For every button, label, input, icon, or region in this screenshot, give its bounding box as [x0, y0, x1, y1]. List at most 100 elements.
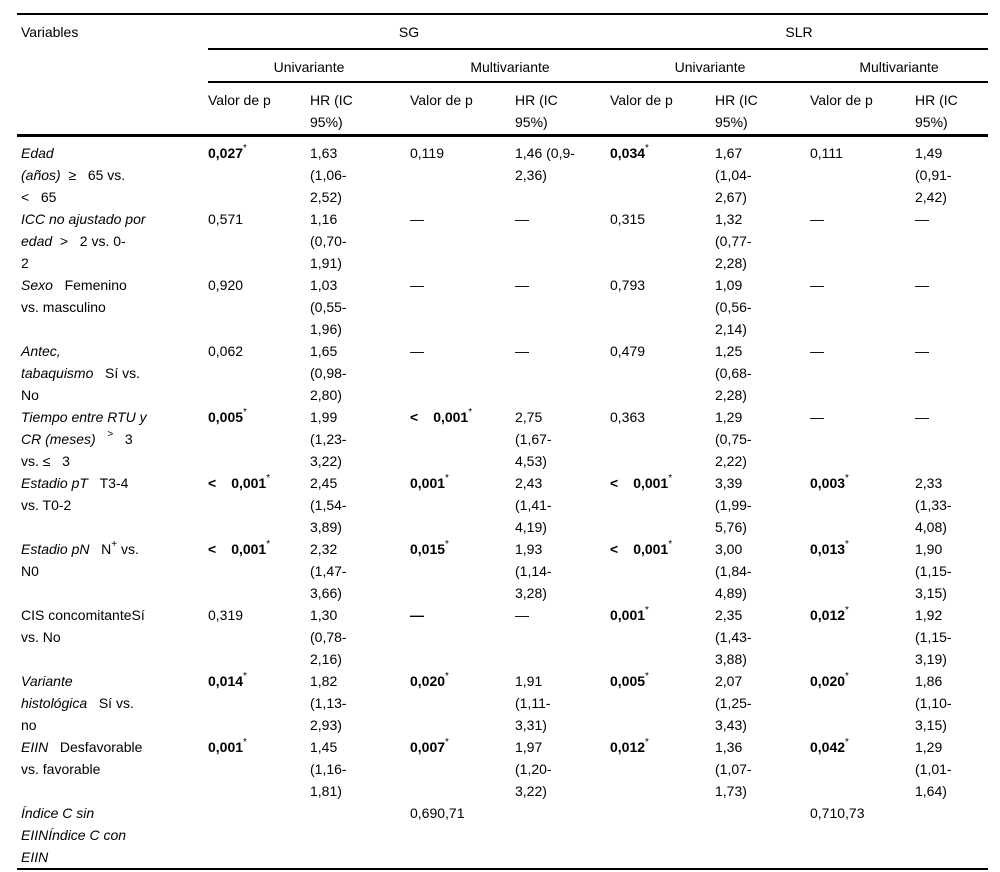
p-value: 0,014: [208, 673, 244, 689]
significance-asterisk: *: [845, 605, 849, 617]
p-value: —: [810, 343, 824, 359]
variable-label-line: histológica Sí vs.: [21, 692, 202, 714]
p-value: 0,793: [610, 277, 646, 293]
variable-label-line: edad > 2 vs. 0-: [21, 230, 202, 252]
label-segment: T3-4: [87, 475, 129, 491]
label-superscript: >: [107, 429, 114, 441]
variable-label-line: ICC no ajustado por: [21, 208, 202, 230]
col-header-p-slr-multi: Valor de p: [810, 92, 873, 108]
label-segment: vs.: [117, 541, 139, 557]
hr-ci-cell: 2,07 (1,25-3,43): [715, 673, 752, 733]
hr-ci-cell: 1,65 (0,98-2,80): [310, 343, 347, 403]
variable-label: Índice C sin EIINÍndice C con EIIN: [17, 802, 208, 868]
p-value: 0,005: [610, 673, 646, 689]
variables-column-header: Variables: [21, 24, 79, 40]
group-underline-row: [17, 48, 988, 50]
label-segment: edad: [21, 233, 53, 249]
hr-ci-cell: 1,29 (1,01-1,64): [915, 739, 952, 799]
variable-label: Tiempo entre RTU y CR (meses) > 3 vs. ≤ 3: [17, 406, 208, 472]
label-segment: Índice C sin: [21, 805, 95, 821]
significance-asterisk: *: [445, 473, 449, 485]
variable-label: ICC no ajustado por edad > 2 vs. 0- 2: [17, 208, 208, 274]
hr-ci-cell: 1,63 (1,06-2,52): [310, 145, 347, 205]
variable-label-line: (años) ≥ 65 vs.: [21, 164, 202, 186]
label-segment: Antec,: [21, 343, 61, 359]
significance-asterisk: *: [243, 407, 247, 419]
p-value: 0,003: [810, 475, 846, 491]
hr-ci-cell: 1,25 (0,68-2,28): [715, 343, 752, 403]
label-segment: tabaquismo: [21, 365, 94, 381]
variable-label-line: Antec,: [21, 340, 202, 362]
label-segment: vs. masculino: [21, 299, 106, 315]
label-segment: vs. No: [21, 629, 61, 645]
p-value: 0,020: [810, 673, 846, 689]
header-body-rule: [17, 134, 988, 137]
p-value-cell: 0,001*: [208, 736, 310, 758]
hr-ci-cell: —: [915, 343, 929, 359]
p-value: 0,020: [410, 673, 446, 689]
p-value: 0,027: [208, 145, 244, 161]
p-value: 0,062: [208, 343, 244, 359]
hr-ci-cell: —: [515, 343, 529, 359]
p-value-cell: 0,710,73: [810, 802, 915, 824]
significance-asterisk: *: [645, 737, 649, 749]
col-header-hr-sg-uni: HR (IC 95%): [310, 92, 353, 130]
hr-ci-cell: 1,97 (1,20-3,22): [515, 739, 552, 799]
variable-label-line: N0: [21, 560, 202, 582]
p-value: —: [810, 409, 824, 425]
variable-label: EIIN Desfavorable vs. favorable: [17, 736, 208, 780]
hr-ci-cell: 2,35 (1,43-3,88): [715, 607, 752, 667]
table-row: CIS concomitanteSí vs. No 0,319 1,30 (0,78-…: [17, 604, 988, 670]
p-value-cell: <0,001*: [610, 472, 715, 494]
p-value: 0,012: [610, 739, 646, 755]
hr-ci-cell: 1,99 (1,23-3,22): [310, 409, 347, 469]
variable-label: Sexo Femenino vs. masculino: [17, 274, 208, 318]
variable-label-line: Estadio pN N+ vs.: [21, 538, 202, 560]
col-header-p-sg-uni: Valor de p: [208, 92, 271, 108]
subheader-sg-univariante: Univariante: [273, 59, 345, 75]
label-segment: ≥ 65 vs.: [60, 167, 126, 183]
p-value-cell: 0,020*: [810, 670, 915, 692]
p-value-cell: 0,013*: [810, 538, 915, 560]
label-segment: Estadio pN: [21, 541, 90, 557]
table-row: EIIN Desfavorable vs. favorable 0,001* 1,45…: [17, 736, 988, 802]
hr-ci-cell: 1,49 (0,91-2,42): [915, 145, 952, 205]
less-than-sign: <: [610, 475, 619, 491]
variable-label-line: CIS concomitanteSí: [21, 604, 202, 626]
label-segment: CIS concomitanteSí: [21, 607, 145, 623]
table-row: Estadio pT T3-4 vs. T0-2 <0,001* 2,45 (1,54…: [17, 472, 988, 538]
label-segment: Desfavorable: [48, 739, 143, 755]
p-value-cell: —: [810, 274, 915, 296]
label-segment: N: [89, 541, 112, 557]
p-value-cell: 0,005*: [610, 670, 715, 692]
p-value: —: [410, 277, 424, 293]
label-segment: Sí vs.: [93, 365, 141, 381]
significance-asterisk: *: [845, 539, 849, 551]
p-value: 0,001: [433, 409, 469, 425]
variable-label-line: vs. No: [21, 626, 202, 648]
p-value: —: [810, 211, 824, 227]
variable-label-line: vs. ≤ 3: [21, 450, 202, 472]
subheader-slr-univariante: Univariante: [674, 59, 746, 75]
variable-label-line: tabaquismo Sí vs.: [21, 362, 202, 384]
less-than-sign: <: [410, 409, 419, 425]
p-value: 0,119: [410, 145, 444, 161]
variable-label-line: EIIN Desfavorable: [21, 736, 202, 758]
subgroup-header-band: Univariante Multivariante Univariante Mu…: [17, 50, 988, 81]
table-row: Edad (años) ≥ 65 vs. < 65 0,027* 1,63 (1,06-…: [17, 142, 988, 208]
variable-label-line: Sexo Femenino: [21, 274, 202, 296]
label-segment: vs. T0-2: [21, 497, 72, 513]
p-value: 0,315: [610, 211, 646, 227]
p-value: 0,479: [610, 343, 646, 359]
p-value-cell: 0,005*: [208, 406, 310, 428]
label-superscript: +: [111, 539, 118, 551]
variable-label: Variante histológica Sí vs. no: [17, 670, 208, 736]
table-bottom-rule: [17, 868, 988, 870]
label-segment: histológica: [21, 695, 88, 711]
hr-ci-cell: 1,92 (1,15-3,19): [915, 607, 952, 667]
p-value: 0,363: [610, 409, 646, 425]
hr-ci-cell: 1,82 (1,13-2,93): [310, 673, 347, 733]
p-value-cell: 0,012*: [610, 736, 715, 758]
label-segment: 2: [21, 255, 29, 271]
p-value-cell: 0,001*: [410, 472, 515, 494]
